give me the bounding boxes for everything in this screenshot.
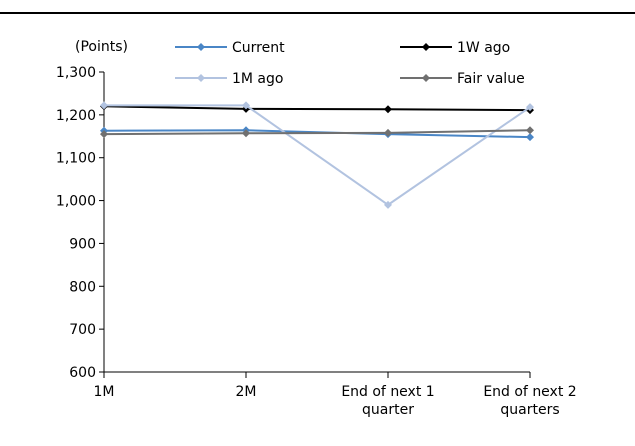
x-tick-label: 2M bbox=[236, 384, 257, 400]
y-tick-label: 900 bbox=[69, 236, 96, 252]
y-tick-label: 800 bbox=[69, 279, 96, 295]
data-point-fair-value bbox=[384, 128, 392, 137]
legend-marker-1w-ago bbox=[422, 43, 430, 51]
y-unit-label: (Points) bbox=[75, 39, 128, 55]
data-point-fair-value bbox=[242, 129, 250, 138]
series-layer bbox=[100, 101, 534, 209]
axes: 600 700 800 900 1,000 1,100 1,200 1,300 1M 2M End … bbox=[56, 65, 577, 418]
legend: Current 1W ago 1M ago Fair value bbox=[175, 40, 525, 87]
legend-label-fair-value: Fair value bbox=[457, 71, 525, 87]
data-point-current bbox=[526, 133, 534, 142]
data-point-1w-ago bbox=[384, 105, 392, 114]
legend-label-1m-ago: 1M ago bbox=[232, 71, 283, 87]
x-tick-label: End of next 2 quarters bbox=[483, 384, 576, 418]
data-point-1m-ago bbox=[526, 103, 534, 112]
y-tick-label: 1,300 bbox=[56, 65, 96, 81]
series-line-fair-value bbox=[103, 129, 531, 136]
series-line-1m-ago bbox=[104, 104, 531, 207]
data-point-1m-ago bbox=[384, 200, 392, 209]
x-tick-label: End of next 1 quarter bbox=[341, 384, 434, 418]
legend-marker-fair-value bbox=[422, 74, 430, 82]
legend-marker-current bbox=[197, 43, 205, 51]
y-tick-label: 1,100 bbox=[56, 151, 96, 167]
data-point-fair-value bbox=[526, 126, 534, 135]
series-line-1w-ago bbox=[103, 105, 531, 112]
x-tick-label: 1M bbox=[94, 384, 115, 400]
data-point-fair-value bbox=[100, 130, 108, 139]
y-tick-label: 700 bbox=[69, 322, 96, 338]
data-point-1m-ago bbox=[242, 101, 250, 110]
legend-label-1w-ago: 1W ago bbox=[457, 40, 510, 56]
y-tick-label: 1,000 bbox=[56, 194, 96, 210]
legend-label-current: Current bbox=[232, 40, 285, 56]
legend-marker-1m-ago bbox=[197, 74, 205, 82]
y-tick-label: 600 bbox=[69, 365, 96, 381]
data-point-1m-ago bbox=[100, 101, 108, 110]
y-tick-label: 1,200 bbox=[56, 108, 96, 124]
